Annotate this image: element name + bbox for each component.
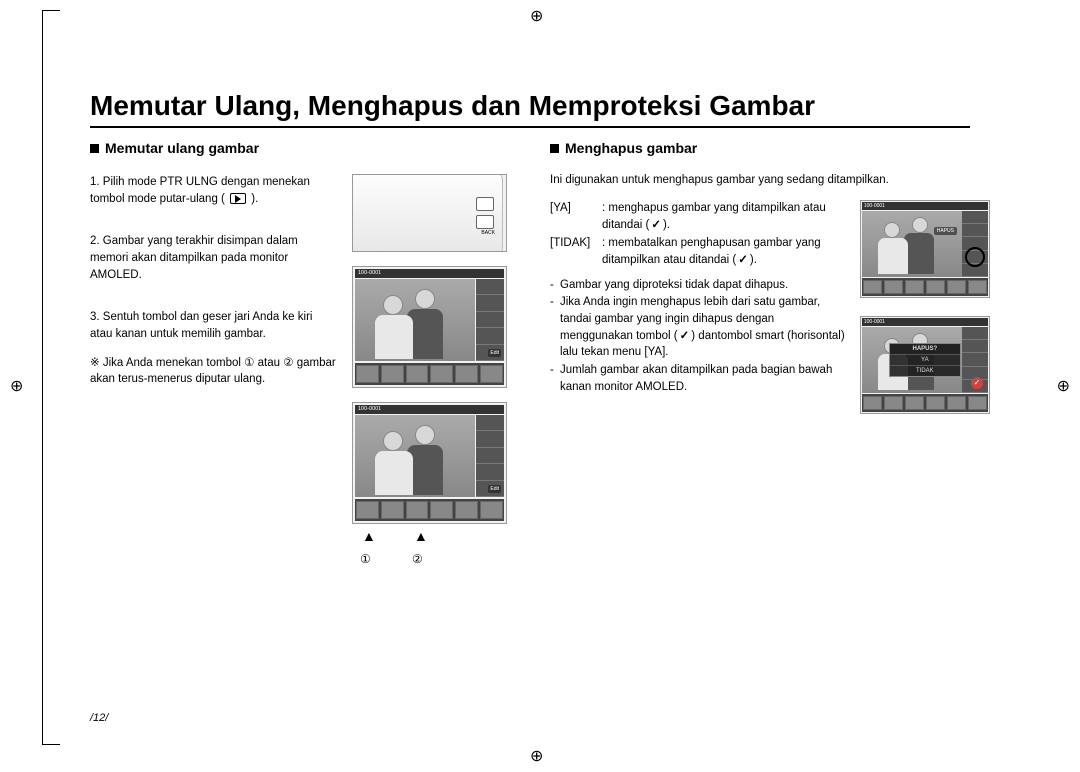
option-tidak: [TIDAK] : membatalkan penghapusan gambar… bbox=[550, 235, 846, 268]
figure-camera-back: BACK bbox=[352, 174, 507, 252]
bullet-2: -Jika Anda ingin menghapus lebih dari sa… bbox=[550, 294, 846, 361]
page-number: /12/ bbox=[90, 712, 108, 724]
delete-heading: Menghapus gambar bbox=[550, 140, 990, 156]
playback-note: ※ Jika Anda menekan tombol ① atau ② gamb… bbox=[90, 355, 338, 388]
check-icon: ✓ bbox=[651, 217, 661, 234]
check-icon: ✓ bbox=[738, 252, 748, 269]
figure-delete-1: 100-0001 HAPUS bbox=[860, 200, 990, 298]
registration-mark-bottom: ⊕ bbox=[530, 746, 543, 766]
step-1: 1. Pilih mode PTR ULNG dengan menekan to… bbox=[90, 174, 338, 207]
delete-intro: Ini digunakan untuk menghapus gambar yan… bbox=[550, 174, 990, 186]
check-icon: ✓ bbox=[680, 328, 690, 345]
option-ya: [YA] : menghapus gambar yang ditampilkan… bbox=[550, 200, 846, 233]
registration-mark-left: ⊕ bbox=[10, 376, 23, 396]
bullet-1: -Gambar yang diproteksi tidak dapat diha… bbox=[550, 277, 846, 294]
page-content: Memutar Ulang, Menghapus dan Memproteksi… bbox=[90, 90, 1030, 570]
figure-callouts: ① ② bbox=[352, 552, 507, 570]
registration-mark-right: ⊕ bbox=[1057, 376, 1070, 396]
figure-arrows: ▲ ▲ bbox=[352, 528, 507, 550]
figure-screen-1: 100-0001 Edit bbox=[352, 266, 507, 388]
bullet-3: -Jumlah gambar akan ditampilkan pada bag… bbox=[550, 362, 846, 395]
step-3: 3. Sentuh tombol dan geser jari Anda ke … bbox=[90, 309, 338, 342]
crop-marks bbox=[42, 10, 62, 745]
play-mode-icon bbox=[230, 193, 246, 204]
highlight-circle bbox=[965, 247, 985, 267]
figure-delete-2: 100-0001 HAPUS? YA TIDAK ✓ bbox=[860, 316, 990, 414]
page-title: Memutar Ulang, Menghapus dan Memproteksi… bbox=[90, 90, 970, 128]
step-2: 2. Gambar yang terakhir disimpan dalam m… bbox=[90, 233, 338, 283]
registration-mark-top: ⊕ bbox=[530, 6, 543, 26]
section-delete: Menghapus gambar Ini digunakan untuk men… bbox=[550, 140, 990, 570]
figure-screen-2: 100-0001 Edit bbox=[352, 402, 507, 524]
check-badge: ✓ bbox=[971, 377, 983, 389]
playback-heading: Memutar ulang gambar bbox=[90, 140, 520, 156]
delete-dialog: HAPUS? YA TIDAK bbox=[889, 343, 961, 377]
section-playback: Memutar ulang gambar 1. Pilih mode PTR U… bbox=[90, 140, 520, 570]
